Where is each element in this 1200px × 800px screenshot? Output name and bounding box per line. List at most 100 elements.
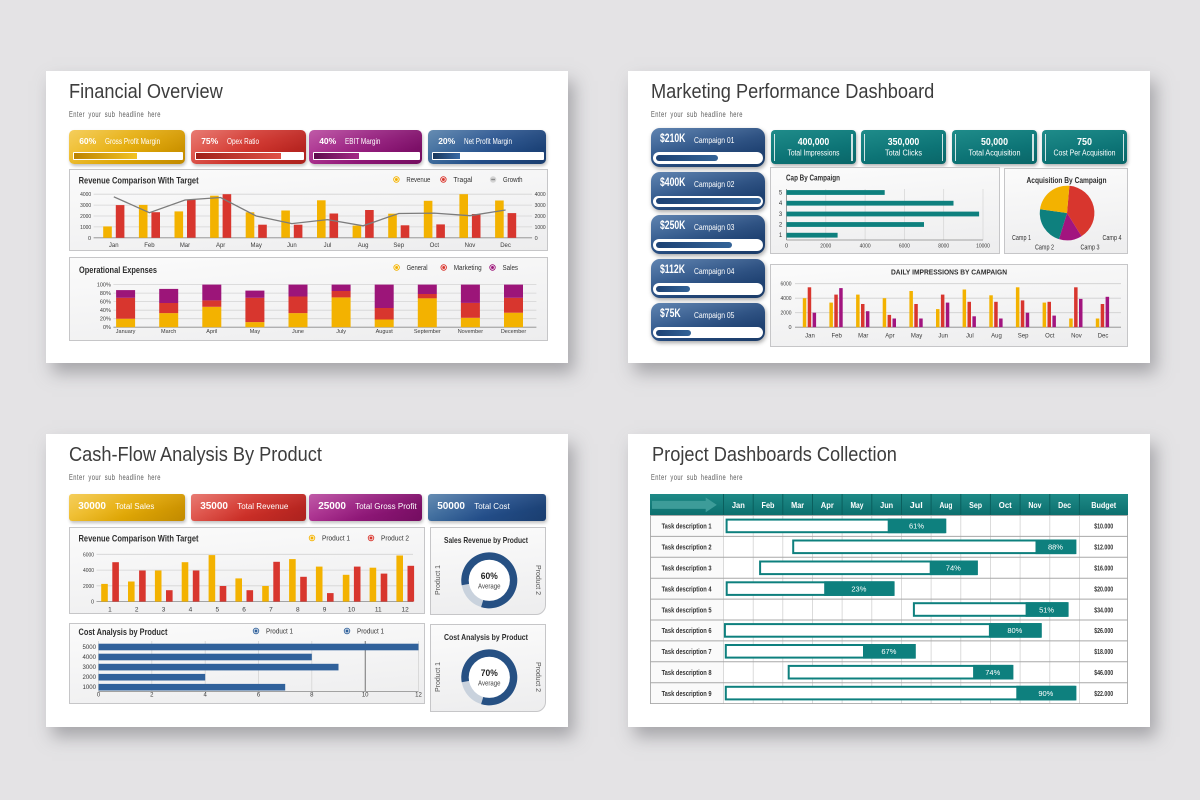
svg-text:10000: 10000: [976, 244, 990, 250]
svg-text:70%: 70%: [480, 668, 497, 679]
svg-text:11: 11: [375, 607, 382, 613]
svg-text:Jun: Jun: [287, 243, 297, 249]
svg-text:67%: 67%: [881, 647, 896, 656]
svg-text:4: 4: [203, 692, 207, 698]
svg-text:Product 1: Product 1: [435, 565, 442, 595]
svg-text:Cost Per Acquisition: Cost Per Acquisition: [1054, 148, 1116, 157]
svg-text:Acquisition By Campaign: Acquisition By Campaign: [1026, 175, 1106, 185]
svg-text:Task description 2: Task description 2: [662, 543, 712, 552]
svg-text:80%: 80%: [99, 291, 110, 297]
svg-text:50,000: 50,000: [981, 136, 1008, 148]
svg-text:Dec: Dec: [1097, 333, 1108, 339]
svg-text:Product 1: Product 1: [435, 662, 442, 692]
svg-text:2000: 2000: [820, 244, 831, 250]
svg-text:Product 2: Product 2: [534, 565, 541, 595]
svg-text:3000: 3000: [82, 665, 96, 671]
svg-text:88%: 88%: [1048, 543, 1063, 552]
svg-text:Feb: Feb: [761, 500, 774, 510]
svg-text:Jan: Jan: [109, 243, 119, 249]
svg-text:May: May: [250, 243, 261, 249]
svg-text:0: 0: [97, 692, 101, 698]
svg-text:6: 6: [257, 692, 261, 698]
svg-text:Product 2: Product 2: [534, 662, 541, 692]
svg-text:Mar: Mar: [858, 333, 868, 339]
svg-text:Task description 3: Task description 3: [662, 563, 712, 572]
svg-text:Task description 6: Task description 6: [662, 626, 712, 635]
svg-text:12: 12: [415, 692, 422, 698]
svg-text:400,000: 400,000: [797, 136, 829, 148]
svg-text:Jun: Jun: [880, 500, 893, 510]
svg-text:40%: 40%: [99, 308, 110, 314]
svg-text:1: 1: [108, 607, 112, 613]
svg-text:90%: 90%: [1038, 689, 1053, 698]
svg-text:2: 2: [778, 223, 782, 229]
svg-text:Aug: Aug: [357, 243, 368, 249]
svg-text:1000: 1000: [534, 225, 545, 231]
svg-text:Cost Analysis by Product: Cost Analysis by Product: [78, 627, 167, 637]
svg-text:May: May: [249, 329, 260, 335]
svg-text:Cap By Campaign: Cap By Campaign: [786, 173, 840, 183]
svg-text:0: 0: [788, 325, 791, 331]
svg-text:Camp 1: Camp 1: [1012, 235, 1031, 242]
svg-text:Jul: Jul: [966, 333, 974, 339]
svg-text:5000: 5000: [82, 645, 96, 651]
svg-text:Oct: Oct: [999, 500, 1012, 510]
svg-text:1000: 1000: [82, 685, 96, 691]
svg-text:Nov: Nov: [464, 243, 475, 249]
svg-text:4000: 4000: [859, 244, 870, 250]
svg-text:74%: 74%: [946, 563, 961, 572]
svg-text:Camp 4: Camp 4: [1102, 235, 1121, 242]
svg-text:Operational Expenses: Operational Expenses: [79, 265, 157, 275]
svg-text:Sep: Sep: [1017, 333, 1028, 339]
svg-text:Revenue Comparison With Target: Revenue Comparison With Target: [78, 176, 198, 186]
svg-text:July: July: [336, 329, 346, 335]
svg-text:$16.000: $16.000: [1094, 565, 1113, 572]
svg-text:$34.000: $34.000: [1094, 607, 1113, 614]
svg-text:750: 750: [1077, 136, 1092, 148]
svg-text:Product 1: Product 1: [357, 628, 384, 635]
svg-text:100%: 100%: [96, 283, 110, 289]
svg-text:Task description 7: Task description 7: [662, 647, 712, 656]
svg-text:7: 7: [269, 607, 273, 613]
svg-text:4: 4: [188, 607, 192, 613]
svg-text:4000: 4000: [80, 192, 91, 198]
svg-text:51%: 51%: [1039, 605, 1054, 614]
svg-text:Sep: Sep: [393, 243, 404, 249]
svg-text:4000: 4000: [83, 568, 94, 574]
svg-text:Jul: Jul: [910, 500, 923, 510]
svg-text:Feb: Feb: [831, 333, 842, 339]
svg-text:2000: 2000: [534, 214, 545, 220]
svg-text:3: 3: [778, 212, 782, 218]
svg-text:2: 2: [135, 607, 139, 613]
svg-text:0: 0: [91, 600, 94, 606]
svg-text:November: November: [457, 329, 483, 335]
svg-text:2000: 2000: [780, 310, 791, 316]
svg-text:Camp 2: Camp 2: [1035, 245, 1054, 252]
svg-text:Mar: Mar: [179, 243, 189, 249]
svg-text:Jun: Jun: [938, 333, 948, 339]
svg-text:350,000: 350,000: [888, 136, 920, 148]
svg-text:Product 1: Product 1: [266, 628, 293, 635]
svg-text:4000: 4000: [780, 296, 791, 302]
svg-text:6000: 6000: [780, 281, 791, 287]
svg-text:Sales: Sales: [502, 265, 518, 272]
svg-text:DAILY IMPRESSIONS BY CAMPAIGN: DAILY IMPRESSIONS BY CAMPAIGN: [891, 269, 1007, 276]
svg-text:Mar: Mar: [791, 500, 805, 510]
svg-text:$20.000: $20.000: [1094, 586, 1113, 593]
svg-text:Jan: Jan: [805, 333, 815, 339]
svg-text:60%: 60%: [99, 300, 110, 306]
svg-text:Product 2: Product 2: [381, 536, 409, 543]
svg-text:61%: 61%: [909, 522, 924, 531]
svg-text:Revenue: Revenue: [406, 177, 430, 184]
svg-text:4000: 4000: [534, 192, 545, 198]
svg-text:2: 2: [150, 692, 154, 698]
svg-text:$12.000: $12.000: [1094, 545, 1113, 552]
svg-text:5: 5: [778, 191, 782, 197]
svg-text:Task description 9: Task description 9: [662, 689, 712, 698]
svg-text:$10.000: $10.000: [1094, 524, 1113, 531]
svg-text:9: 9: [323, 607, 327, 613]
svg-text:Average: Average: [478, 681, 501, 688]
svg-text:Total Acquisition: Total Acquisition: [968, 148, 1020, 157]
svg-text:Dec: Dec: [1058, 500, 1071, 510]
svg-text:Cost Analysis by Product: Cost Analysis by Product: [444, 632, 528, 642]
